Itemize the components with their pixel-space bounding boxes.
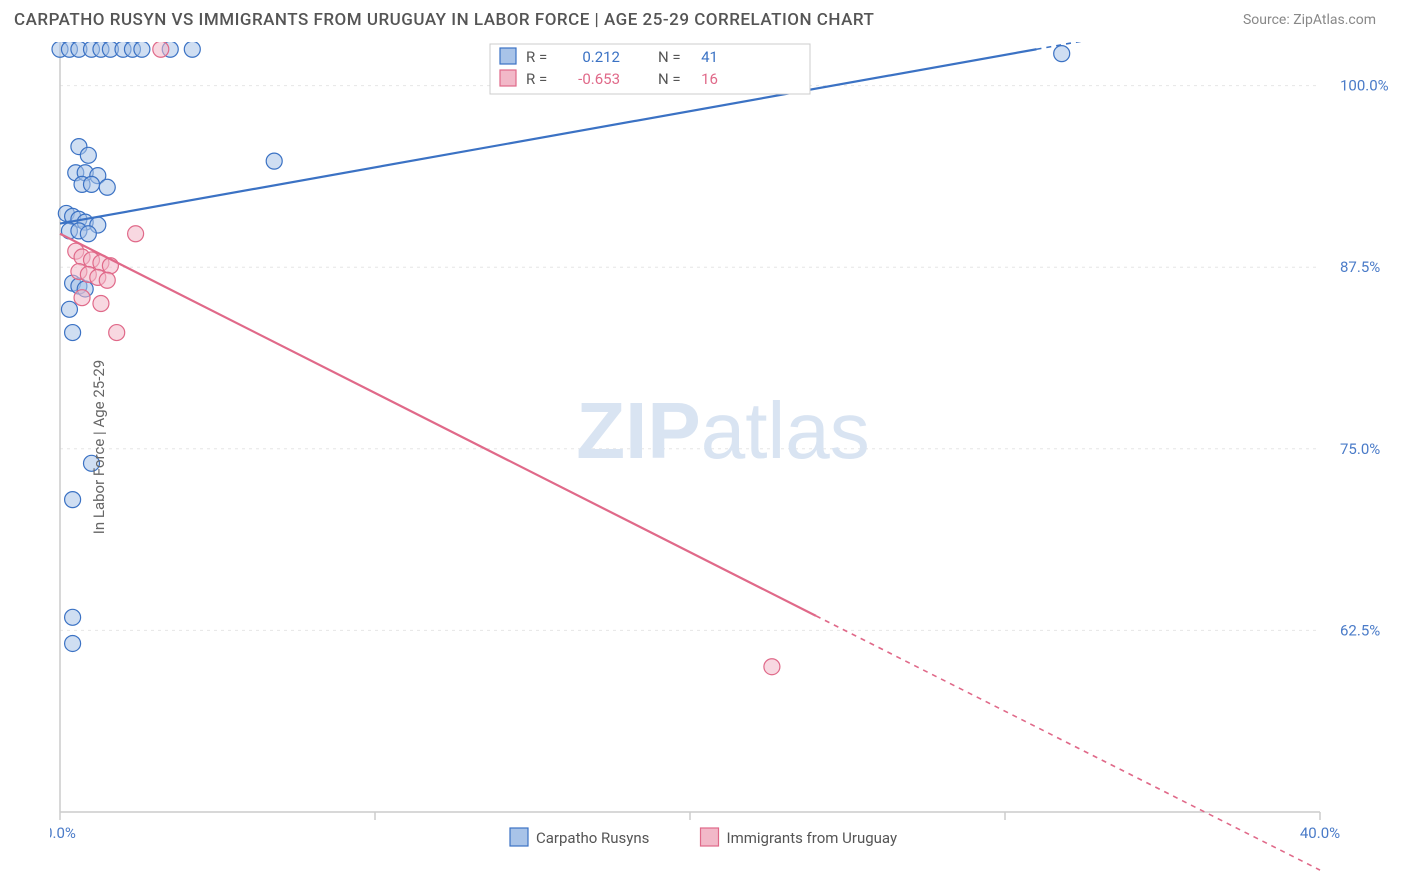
svg-text:16: 16 <box>701 70 718 88</box>
chart-header: CARPATHO RUSYN VS IMMIGRANTS FROM URUGUA… <box>0 0 1406 36</box>
svg-text:N =: N = <box>658 70 681 88</box>
svg-text:Carpatho Rusyns: Carpatho Rusyns <box>536 829 649 847</box>
chart-source: Source: ZipAtlas.com <box>1243 12 1376 28</box>
svg-text:R =: R = <box>526 48 547 66</box>
svg-text:-0.653: -0.653 <box>578 70 620 88</box>
svg-text:40.0%: 40.0% <box>1300 824 1340 842</box>
chart-container: In Labor Force | Age 25-29 ZIPatlas 62.5… <box>50 42 1396 852</box>
svg-text:0.0%: 0.0% <box>50 824 76 842</box>
svg-text:N =: N = <box>658 48 681 66</box>
svg-text:75.0%: 75.0% <box>1340 440 1380 458</box>
svg-text:41: 41 <box>701 48 718 66</box>
y-axis-label: In Labor Force | Age 25-29 <box>90 360 108 534</box>
chart-title: CARPATHO RUSYN VS IMMIGRANTS FROM URUGUA… <box>14 10 874 30</box>
svg-text:62.5%: 62.5% <box>1340 621 1380 639</box>
svg-text:R =: R = <box>526 70 547 88</box>
svg-text:0.212: 0.212 <box>582 48 620 66</box>
svg-text:Immigrants from Uruguay: Immigrants from Uruguay <box>727 829 898 847</box>
scatter-chart: 62.5% 75.0% 87.5% 100.0% 0.0% 40.0% R = 0.212 N … <box>50 42 1396 882</box>
svg-text:100.0%: 100.0% <box>1340 77 1389 95</box>
svg-text:87.5%: 87.5% <box>1340 258 1380 276</box>
